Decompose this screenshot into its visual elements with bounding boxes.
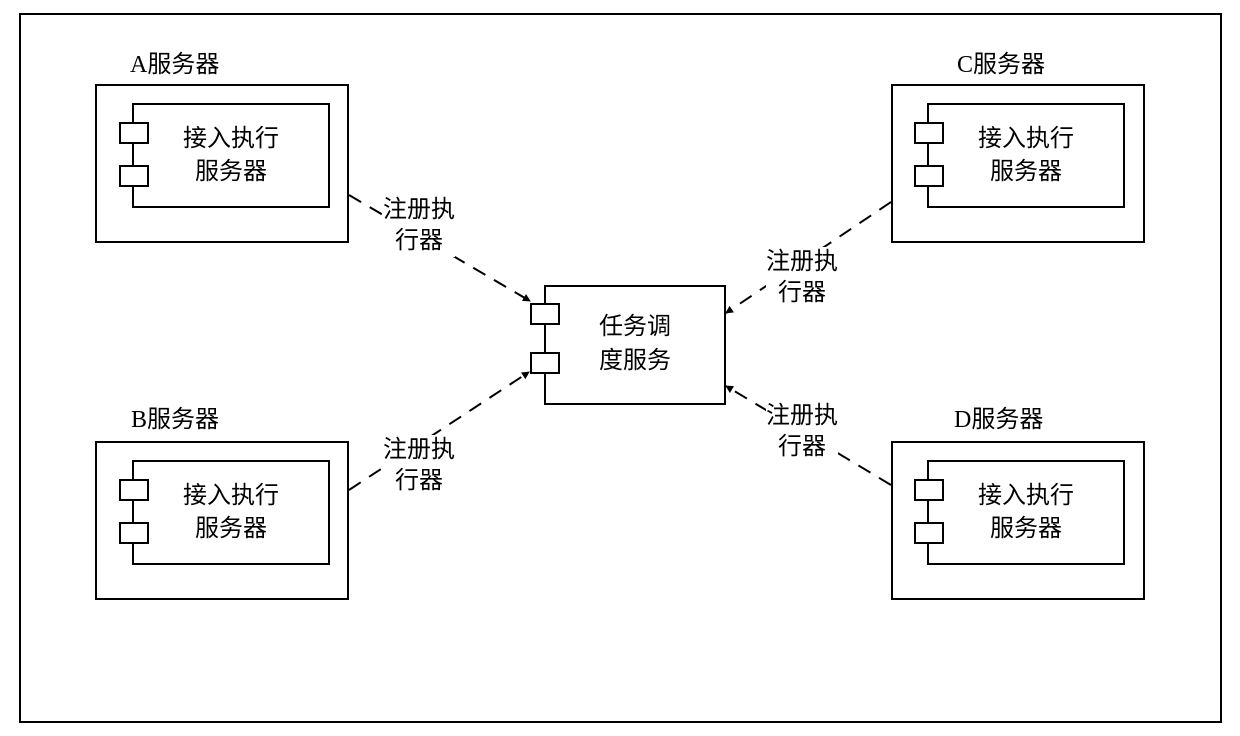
server-c-port-1 <box>914 122 944 144</box>
server-a-port-2 <box>119 165 149 187</box>
server-d-port-2 <box>914 522 944 544</box>
server-d-port-1 <box>914 479 944 501</box>
server-a-port-1 <box>119 122 149 144</box>
center-port-2 <box>530 352 560 374</box>
server-b-title: B服务器 <box>131 399 219 434</box>
edge-b-label: 注册执行器 <box>383 435 455 497</box>
server-a-title: A服务器 <box>130 44 219 79</box>
server-c-port-2 <box>914 165 944 187</box>
server-a-inner: 接入执行服务器 <box>132 103 330 208</box>
center-port-1 <box>530 303 560 325</box>
server-b-port-1 <box>119 479 149 501</box>
server-d-inner: 接入执行服务器 <box>927 460 1125 565</box>
server-b-inner: 接入执行服务器 <box>132 460 330 565</box>
server-c-title: C服务器 <box>957 44 1045 79</box>
server-d-inner-label: 接入执行服务器 <box>978 480 1074 545</box>
center-scheduler: 任务调度服务 <box>544 285 726 405</box>
server-b-port-2 <box>119 522 149 544</box>
server-b-inner-label: 接入执行服务器 <box>183 480 279 545</box>
server-a-inner-label: 接入执行服务器 <box>183 123 279 188</box>
center-scheduler-label: 任务调度服务 <box>599 311 671 378</box>
edge-d-label: 注册执行器 <box>766 401 838 463</box>
server-c-inner-label: 接入执行服务器 <box>978 123 1074 188</box>
server-c-inner: 接入执行服务器 <box>927 103 1125 208</box>
edge-c-label: 注册执行器 <box>766 247 838 309</box>
edge-a-label: 注册执行器 <box>383 195 455 257</box>
server-d-title: D服务器 <box>954 399 1043 434</box>
